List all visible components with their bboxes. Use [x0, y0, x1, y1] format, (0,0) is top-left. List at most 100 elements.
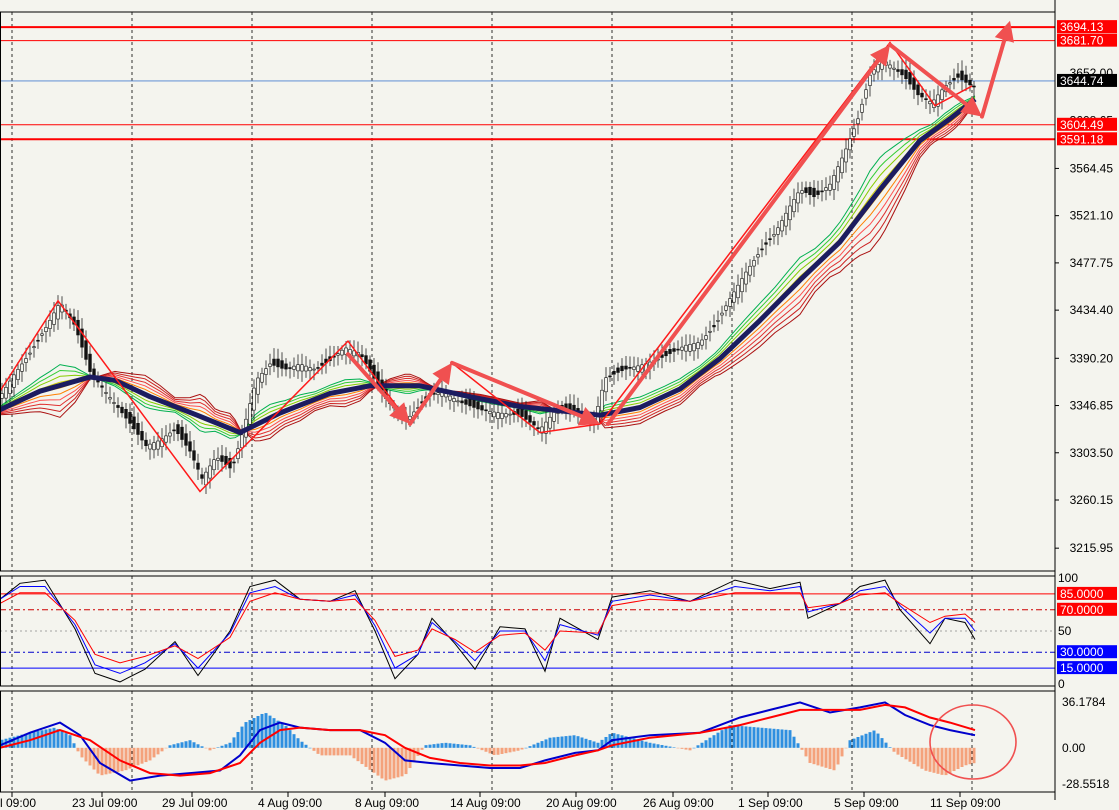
candle-body: [252, 387, 256, 411]
histogram-bar: [424, 745, 428, 748]
histogram-bar: [620, 735, 624, 748]
histogram-bar: [572, 735, 576, 748]
osc-level-tag: 70.0000: [1060, 603, 1104, 617]
histogram-bar: [128, 747, 132, 769]
macd-line: [0, 701, 976, 782]
price-levels[interactable]: [0, 26, 1055, 141]
candle-body: [132, 416, 136, 430]
histogram-bar: [748, 726, 752, 748]
candle-body: [824, 187, 828, 191]
time-axis[interactable]: l 09:00 23 Jul 09:00 29 Jul 09:00 4 Aug 09:…: [0, 791, 1055, 810]
histogram-bar: [876, 733, 880, 748]
trend-arrow-shaft: [346, 352, 399, 411]
candle-body: [888, 64, 892, 69]
histogram-bar: [120, 747, 124, 772]
candle-body: [172, 429, 176, 432]
candle-body: [164, 435, 168, 443]
candle-body: [436, 392, 440, 395]
candle-body: [204, 471, 208, 486]
candle-body: [312, 368, 316, 371]
histogram-bar: [840, 747, 844, 757]
histogram-bar: [312, 747, 316, 751]
histogram-bar: [688, 747, 692, 751]
histogram-bar: [476, 747, 480, 749]
candle-body: [340, 349, 344, 356]
macd-line: [0, 703, 976, 777]
candle-body: [28, 352, 32, 355]
histogram-bar: [736, 725, 740, 748]
candle-body: [408, 415, 412, 420]
candle-body: [624, 365, 628, 370]
histogram-bar: [804, 747, 808, 757]
histogram-bar: [532, 744, 536, 748]
histogram-bar: [872, 730, 876, 748]
candle-body: [760, 248, 764, 251]
histogram-bar: [292, 734, 296, 748]
price-panel[interactable]: [0, 12, 1055, 571]
candle-body: [36, 339, 40, 342]
histogram-bar: [296, 738, 300, 748]
candle-body: [504, 413, 508, 418]
histogram-bar: [184, 741, 188, 748]
histogram-bar: [8, 737, 12, 748]
histogram-bar: [768, 728, 772, 748]
candle-body: [628, 367, 632, 369]
histogram-bar: [700, 742, 704, 748]
baseline-moving-average: [0, 97, 977, 436]
histogram-bar: [640, 740, 644, 748]
candle-body: [716, 320, 720, 322]
histogram-bar: [364, 747, 368, 767]
histogram-bar: [636, 739, 640, 748]
candle-body: [732, 291, 736, 303]
osc-line: [0, 592, 976, 664]
histogram-bar: [288, 730, 292, 748]
candle-body: [912, 77, 916, 90]
candle-body: [816, 190, 820, 195]
histogram-bar: [80, 747, 84, 758]
candle-body: [488, 411, 492, 415]
candle-body: [928, 101, 932, 105]
candle-body: [104, 392, 108, 394]
histogram-bar: [660, 745, 664, 748]
histogram-bar: [68, 735, 72, 748]
candle-body: [144, 439, 148, 446]
level-tag-box: [1057, 33, 1117, 47]
macd-panel[interactable]: [0, 691, 1017, 792]
histogram-bar: [908, 747, 912, 762]
oscillator-panel[interactable]: [0, 576, 1055, 686]
histogram-bar: [900, 747, 904, 757]
candle-body: [956, 73, 960, 78]
histogram-bar: [408, 747, 412, 769]
osc-tick-label: 0: [1058, 677, 1065, 691]
candle-body: [796, 192, 800, 204]
histogram-bar: [552, 737, 556, 748]
histogram-bar: [436, 743, 440, 748]
histogram-bar: [916, 747, 920, 767]
histogram-bar: [648, 742, 652, 748]
histogram-bar: [208, 747, 212, 751]
histogram-bar: [828, 747, 832, 770]
histogram-bar: [816, 747, 820, 766]
histogram-bar: [492, 747, 496, 755]
trend-arrow-shaft: [408, 377, 443, 426]
histogram-bar: [48, 728, 52, 748]
candle-body: [140, 431, 144, 441]
candle-body: [8, 380, 12, 394]
histogram-bar: [92, 747, 96, 770]
time-label: 23 Jul 09:00: [72, 796, 138, 810]
candle-body: [52, 312, 56, 325]
candle-body: [864, 89, 868, 99]
candle-body: [868, 74, 872, 86]
candle-body: [632, 366, 636, 370]
histogram-bar: [776, 729, 780, 748]
histogram-bar: [248, 720, 252, 748]
histogram-bar: [244, 722, 248, 748]
histogram-bar: [388, 747, 392, 780]
candle-body: [940, 89, 944, 100]
histogram-bar: [72, 743, 76, 748]
histogram-bar: [732, 725, 736, 748]
osc-line: [0, 585, 976, 674]
histogram-bar: [140, 747, 144, 764]
histogram-bar: [108, 747, 112, 774]
